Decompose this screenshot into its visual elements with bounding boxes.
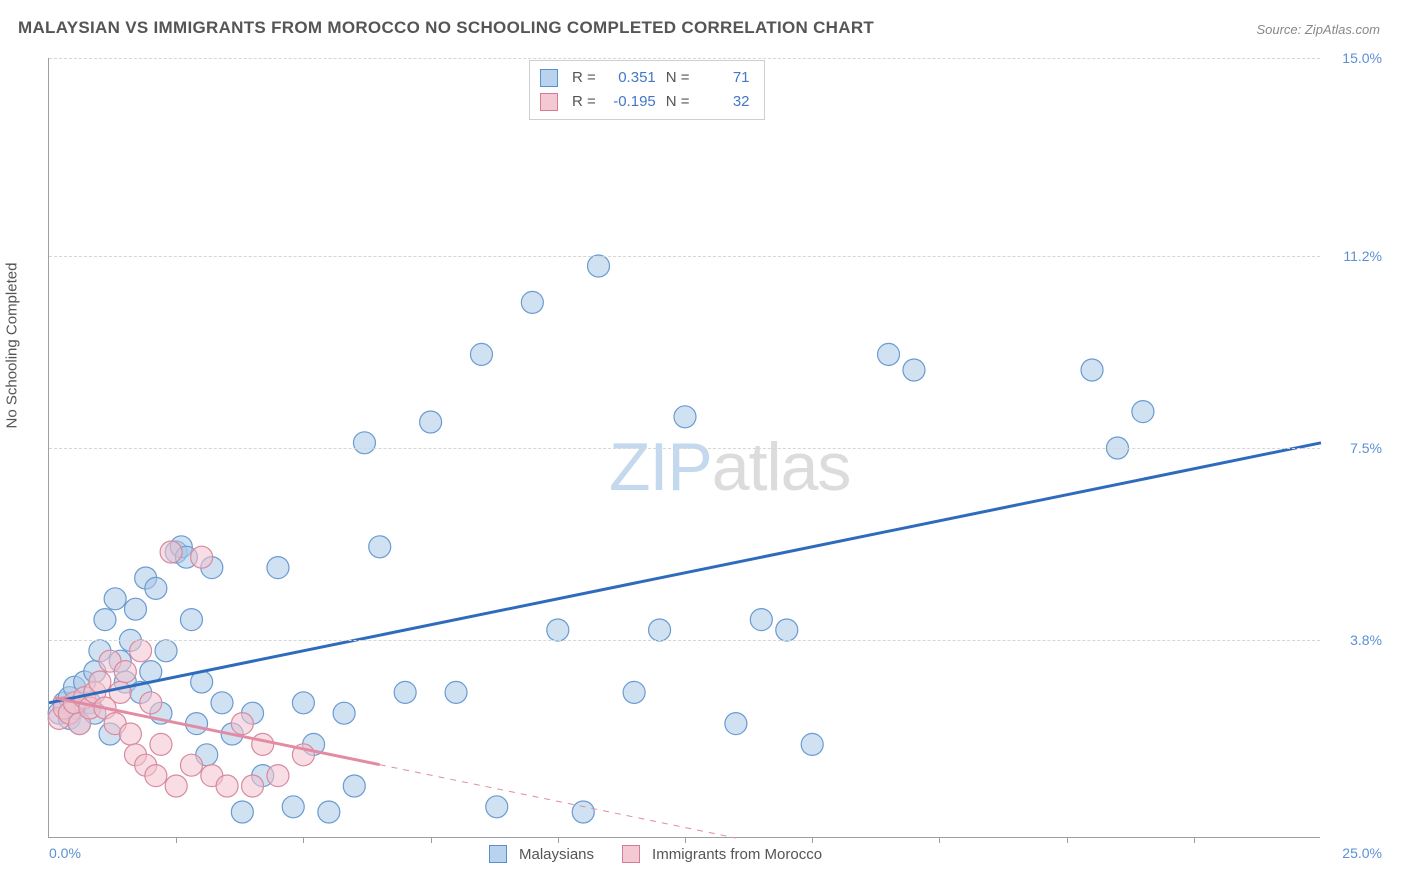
data-point [267, 557, 289, 579]
x-tick [939, 837, 940, 843]
data-point [547, 619, 569, 641]
stat-n-label2: N = [666, 90, 690, 114]
data-point [292, 692, 314, 714]
data-point [211, 692, 233, 714]
data-point [333, 702, 355, 724]
y-axis-label: No Schooling Completed [4, 263, 21, 429]
data-point [140, 692, 162, 714]
y-tick-label: 3.8% [1350, 632, 1382, 648]
stats-row-blue: R = 0.351 N = 71 [540, 66, 750, 90]
data-point [878, 343, 900, 365]
stats-row-pink: R = -0.195 N = 32 [540, 90, 750, 114]
data-point [180, 754, 202, 776]
data-point [119, 723, 141, 745]
x-tick [812, 837, 813, 843]
gridline [49, 448, 1320, 449]
swatch-blue-icon [540, 69, 558, 87]
legend-label-pink: Immigrants from Morocco [652, 846, 822, 863]
stats-box: R = 0.351 N = 71 R = -0.195 N = 32 [529, 60, 765, 120]
data-point [318, 801, 340, 823]
legend-item-blue: Malaysians [489, 845, 594, 863]
data-point [267, 765, 289, 787]
gridline [49, 640, 1320, 641]
stat-n-label: N = [666, 66, 690, 90]
stat-r-blue: 0.351 [606, 66, 656, 90]
data-point [750, 609, 772, 631]
x-tick [431, 837, 432, 843]
stat-r-label2: R = [572, 90, 596, 114]
data-point [180, 609, 202, 631]
swatch-pink-icon [540, 93, 558, 111]
data-point [588, 255, 610, 277]
data-point [674, 406, 696, 428]
data-point [165, 775, 187, 797]
gridline [49, 256, 1320, 257]
data-point [445, 681, 467, 703]
plot-area: ZIPatlas R = 0.351 N = 71 R = -0.195 N =… [48, 58, 1320, 838]
data-point [420, 411, 442, 433]
data-point [130, 640, 152, 662]
data-point [649, 619, 671, 641]
data-point [160, 541, 182, 563]
trend-line-dash [380, 765, 736, 838]
data-point [216, 775, 238, 797]
data-point [776, 619, 798, 641]
data-point [394, 681, 416, 703]
data-point [725, 713, 747, 735]
legend-label-blue: Malaysians [519, 846, 594, 863]
data-point [353, 432, 375, 454]
x-tick [558, 837, 559, 843]
data-point [186, 713, 208, 735]
data-point [801, 733, 823, 755]
x-tick [685, 837, 686, 843]
data-point [486, 796, 508, 818]
y-tick-label: 7.5% [1350, 440, 1382, 456]
source-label: Source: ZipAtlas.com [1256, 22, 1380, 37]
legend-swatch-pink-icon [622, 845, 640, 863]
data-point [252, 733, 274, 755]
data-point [145, 765, 167, 787]
data-point [521, 291, 543, 313]
data-point [623, 681, 645, 703]
chart-title: MALAYSIAN VS IMMIGRANTS FROM MOROCCO NO … [18, 18, 874, 38]
data-point [150, 733, 172, 755]
data-point [343, 775, 365, 797]
y-tick-label: 15.0% [1342, 50, 1382, 66]
legend-item-pink: Immigrants from Morocco [622, 845, 822, 863]
x-tick [1067, 837, 1068, 843]
x-tick [176, 837, 177, 843]
data-point [145, 577, 167, 599]
data-point [231, 801, 253, 823]
data-point [903, 359, 925, 381]
legend-swatch-blue-icon [489, 845, 507, 863]
data-point [1081, 359, 1103, 381]
data-point [369, 536, 391, 558]
y-tick-label: 11.2% [1343, 248, 1382, 264]
data-point [191, 546, 213, 568]
x-max-label: 25.0% [1342, 845, 1382, 861]
x-tick [1194, 837, 1195, 843]
data-point [124, 598, 146, 620]
data-point [114, 661, 136, 683]
x-tick [303, 837, 304, 843]
data-point [231, 713, 253, 735]
data-point [282, 796, 304, 818]
data-point [155, 640, 177, 662]
data-point [94, 609, 116, 631]
stat-n-blue: 71 [700, 66, 750, 90]
stat-n-pink: 32 [700, 90, 750, 114]
data-point [109, 681, 131, 703]
stat-r-label: R = [572, 66, 596, 90]
legend-bottom: Malaysians Immigrants from Morocco [489, 845, 822, 863]
data-point [104, 588, 126, 610]
data-point [242, 775, 264, 797]
data-point [1132, 401, 1154, 423]
gridline [49, 58, 1320, 59]
data-point [572, 801, 594, 823]
data-point [470, 343, 492, 365]
trend-line [49, 443, 1321, 703]
x-origin-label: 0.0% [49, 845, 81, 861]
stat-r-pink: -0.195 [606, 90, 656, 114]
